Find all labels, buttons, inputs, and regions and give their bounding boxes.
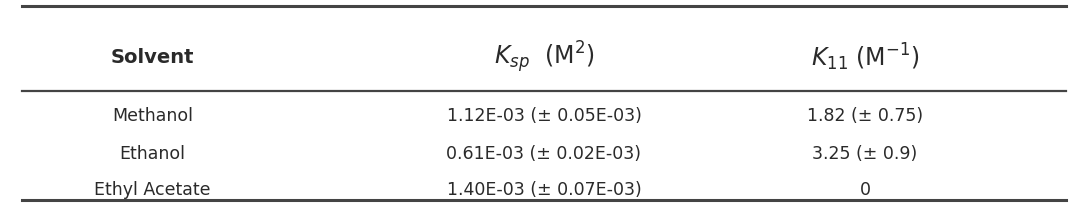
Text: 0.61E-03 (± 0.02E-03): 0.61E-03 (± 0.02E-03) [446,145,642,163]
Text: Ethyl Acetate: Ethyl Acetate [94,181,211,199]
Text: 1.82 (± 0.75): 1.82 (± 0.75) [807,107,923,125]
Text: 1.12E-03 (± 0.05E-03): 1.12E-03 (± 0.05E-03) [446,107,642,125]
Text: Ethanol: Ethanol [120,145,185,163]
Text: $\mathit{K}_{sp}$  (M$^{2}$): $\mathit{K}_{sp}$ (M$^{2}$) [494,39,594,75]
Text: 1.40E-03 (± 0.07E-03): 1.40E-03 (± 0.07E-03) [447,181,641,199]
Text: Methanol: Methanol [112,107,193,125]
Text: $\mathit{K}_{11}$ (M$^{-1}$): $\mathit{K}_{11}$ (M$^{-1}$) [811,41,919,73]
Text: 3.25 (± 0.9): 3.25 (± 0.9) [813,145,917,163]
Text: Solvent: Solvent [111,48,194,67]
Text: 0: 0 [860,181,870,199]
